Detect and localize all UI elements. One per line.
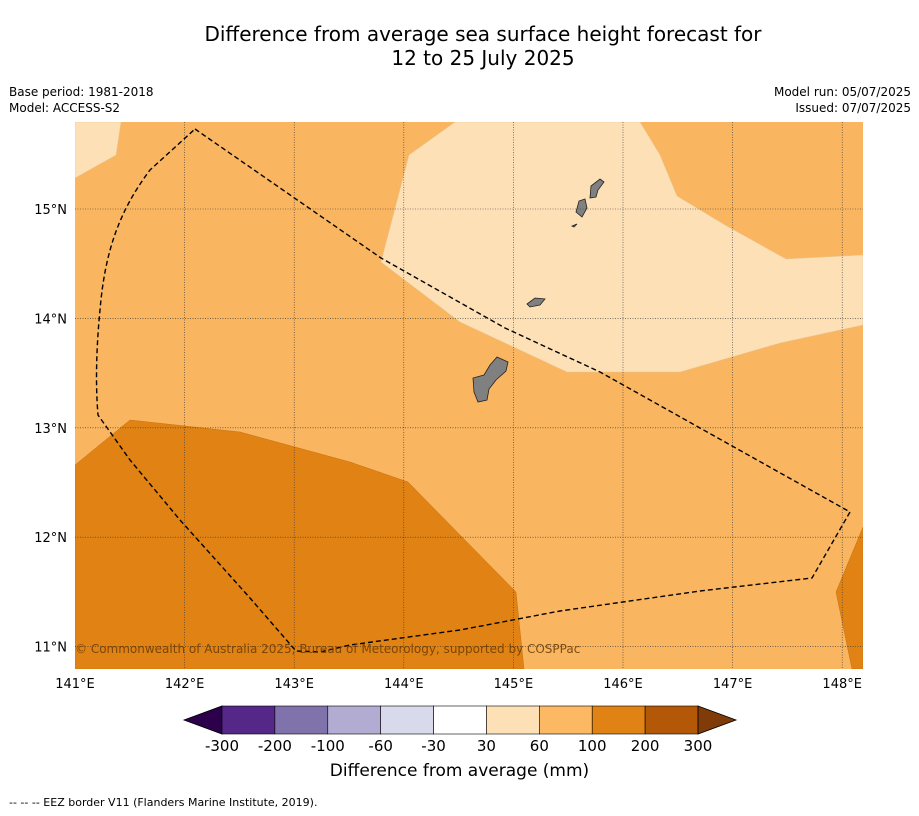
- lat-tick-label: 14°N: [34, 312, 67, 327]
- graticule: [75, 122, 863, 669]
- lon-tick-label: 147°E: [713, 677, 753, 692]
- lat-tick-label: 12°N: [34, 531, 67, 546]
- colorbar-tick-label: 60: [530, 737, 549, 755]
- colorbar-tick-label: -100: [311, 737, 345, 755]
- lon-tick-label: 146°E: [603, 677, 643, 692]
- eez-border: [95, 128, 851, 653]
- colorbar-label: Difference from average (mm): [329, 761, 590, 781]
- saipan-island: [589, 178, 605, 199]
- title-line-2: 12 to 25 July 2025: [391, 46, 575, 70]
- colorbar-tick-label: -30: [421, 737, 446, 755]
- colorbar-segment: [644, 705, 699, 735]
- model-run: Model run: 05/07/2025: [773, 85, 911, 99]
- contour-band-30-60-northwest: [75, 122, 122, 179]
- colorbar-segment: [539, 705, 593, 735]
- copyright-notice: © Commonwealth of Australia 2025, Bureau…: [75, 642, 580, 656]
- aguijan-island: [571, 223, 578, 228]
- contour-band-30-60-northeast: [380, 122, 863, 373]
- lon-tick-label: 143°E: [274, 677, 314, 692]
- axis-tick-labels: 141°E 142°E 143°E 144°E 145°E 146°E 147°E 148°E…: [34, 203, 862, 692]
- colorbar-segment: [221, 705, 276, 735]
- contour-band-100-200-southeast: [835, 526, 863, 669]
- lat-tick-label: 15°N: [34, 203, 67, 218]
- lon-tick-label: 141°E: [55, 677, 95, 692]
- colorbar-tick-label: 200: [631, 737, 660, 755]
- meta-left: Base period: 1981-2018 Model: ACCESS-S2: [9, 84, 154, 116]
- title-line-1: Difference from average sea surface heig…: [204, 22, 762, 46]
- map-area: [75, 122, 863, 669]
- colorbar-segment: [433, 705, 487, 735]
- lon-tick-label: 142°E: [165, 677, 205, 692]
- colorbar-tick-label: 300: [684, 737, 713, 755]
- lat-tick-label: 13°N: [34, 422, 67, 437]
- colorbar-segment: [591, 705, 646, 735]
- contour-band-100-200-southwest: [75, 419, 525, 669]
- chart-title: Difference from average sea surface heig…: [40, 22, 919, 70]
- lat-tick-label: 11°N: [34, 641, 67, 656]
- issued-date: Issued: 07/07/2025: [795, 101, 911, 115]
- colorbar-segment: [486, 705, 540, 735]
- meta-right: Model run: 05/07/2025 Issued: 07/07/2025: [774, 84, 911, 116]
- colorbar-tick-label: 100: [578, 737, 607, 755]
- base-period: Base period: 1981-2018: [9, 85, 154, 99]
- colorbar-segment: [274, 705, 329, 735]
- colorbar-extend-low: [182, 705, 223, 735]
- colorbar-segment: [380, 705, 434, 735]
- guam-island: [472, 356, 509, 403]
- tinian-island: [575, 198, 588, 218]
- rota-island: [526, 297, 546, 308]
- colorbar-tick-label: 30: [477, 737, 496, 755]
- colorbar-tick-label: -60: [368, 737, 393, 755]
- model-name: Model: ACCESS-S2: [9, 101, 121, 115]
- colorbar-tick-label: -300: [205, 737, 239, 755]
- colorbar-tick-label: -200: [258, 737, 292, 755]
- lon-tick-label: 145°E: [494, 677, 534, 692]
- colorbar-segment: [327, 705, 381, 735]
- colorbar-extend-high: [697, 705, 738, 735]
- colorbar: -300 -200 -100 -60 -30 30 60 100 200 300: [182, 705, 738, 755]
- lon-tick-label: 144°E: [384, 677, 424, 692]
- lon-tick-label: 148°E: [822, 677, 862, 692]
- eez-footnote: -- -- -- EEZ border V11 (Flanders Marine…: [9, 796, 318, 809]
